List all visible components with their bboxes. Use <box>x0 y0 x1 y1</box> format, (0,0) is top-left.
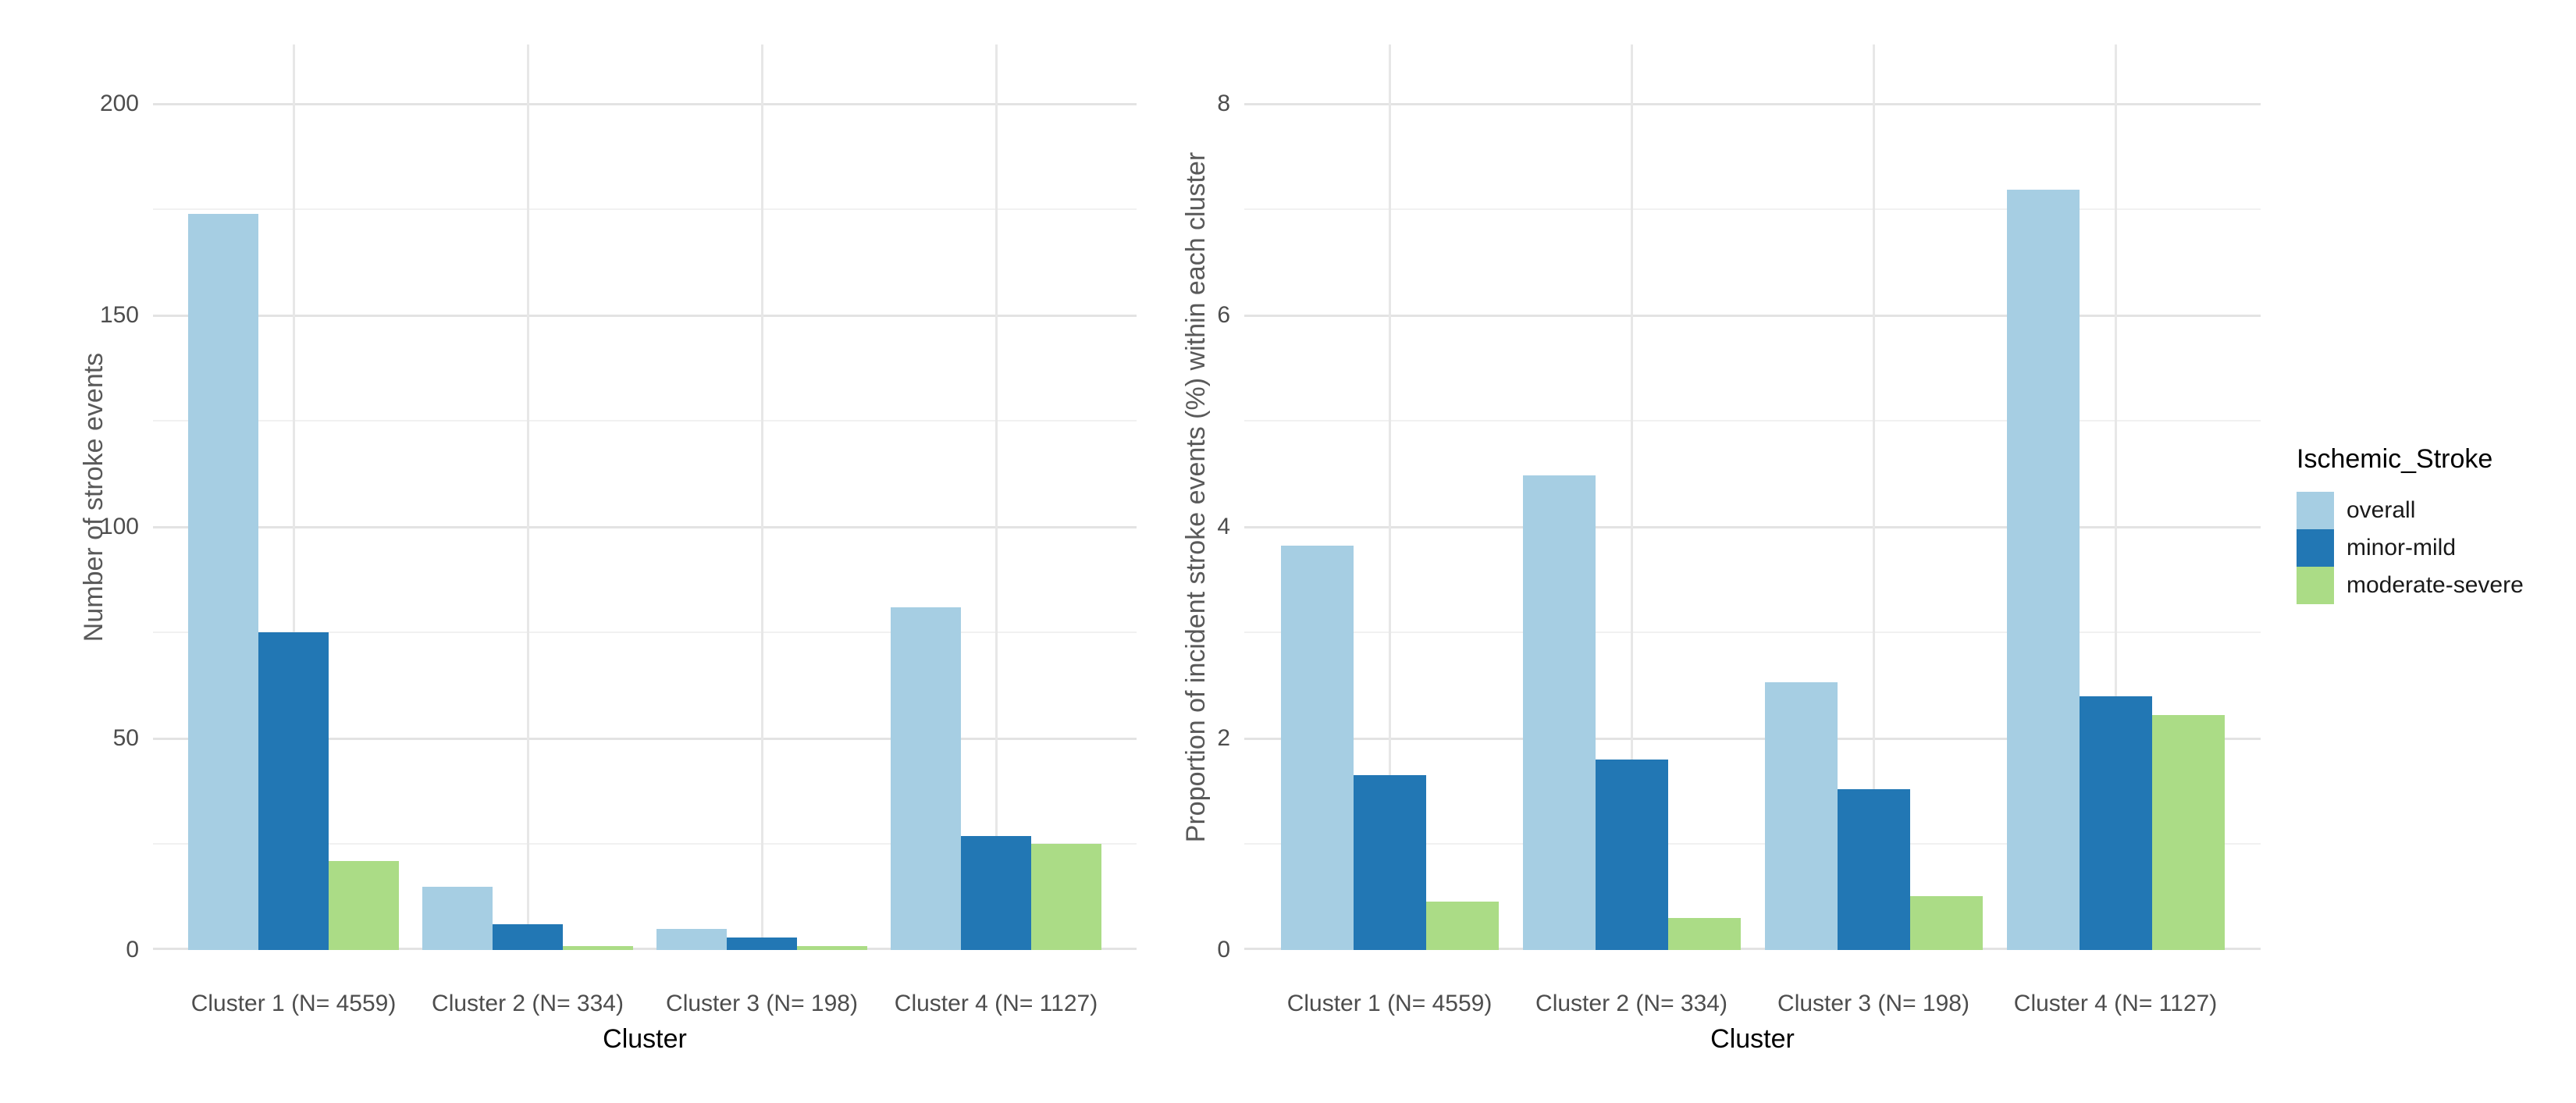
bar-overall <box>2006 189 2080 950</box>
y-tick-label: 6 <box>1217 301 1230 328</box>
minor-gridline <box>153 208 1137 211</box>
y-tick-label: 8 <box>1217 90 1230 116</box>
vertical-gridline <box>1630 44 1633 950</box>
legend-title: Ischemic_Stroke <box>2297 444 2493 474</box>
major-gridline <box>153 948 1137 950</box>
vertical-gridline <box>526 44 529 950</box>
major-gridline <box>1244 314 2261 317</box>
minor-gridline <box>1244 843 2261 845</box>
legend-label: moderate-severe <box>2347 572 2524 598</box>
major-gridline <box>153 525 1137 528</box>
vertical-gridline <box>994 44 998 950</box>
y-tick-label: 0 <box>126 937 139 962</box>
x-tick-label: Cluster 2 (N= 334) <box>432 991 624 1016</box>
minor-gridline <box>153 632 1137 634</box>
minor-gridline <box>1244 632 2261 634</box>
y-tick-label: 200 <box>99 90 139 116</box>
x-tick-label: Cluster 1 (N= 4559) <box>190 991 397 1016</box>
bar-overall <box>188 213 258 950</box>
right-chart-panel <box>1244 44 2261 950</box>
bar-overall <box>422 886 493 950</box>
legend-item: minor-mild <box>2297 529 2576 567</box>
vertical-gridline <box>1388 44 1391 950</box>
major-gridline <box>1244 948 2261 950</box>
bar-moderate-severe <box>797 945 867 950</box>
x-tick-label: Cluster 4 (N= 1127) <box>894 991 1098 1016</box>
bar-moderate-severe <box>329 861 399 950</box>
minor-gridline <box>153 420 1137 422</box>
bar-overall <box>891 607 961 950</box>
y-tick-label: 2 <box>1217 724 1230 751</box>
bar-minor-mild <box>2079 696 2152 950</box>
legend-label: overall <box>2347 497 2416 523</box>
bar-moderate-severe <box>1031 844 1101 950</box>
x-tick-label: Cluster 3 (N= 198) <box>666 991 858 1016</box>
major-gridline <box>1244 525 2261 528</box>
major-gridline <box>153 102 1137 105</box>
legend: Ischemic_Stroke overall minor-mild moderat… <box>2297 443 2576 604</box>
bar-moderate-severe <box>563 945 633 950</box>
vertical-gridline <box>292 44 295 950</box>
major-gridline <box>153 314 1137 317</box>
minor-gridline <box>1244 208 2261 211</box>
legend-item: overall <box>2297 492 2576 529</box>
legend-items: overall minor-mild moderate-severe <box>2297 492 2576 604</box>
bar-minor-mild <box>961 835 1031 950</box>
bar-minor-mild <box>1837 789 1910 950</box>
left-chart-panel <box>153 44 1137 950</box>
x-tick-label: Cluster 4 (N= 1127) <box>2013 991 2218 1016</box>
x-tick-label: Cluster 3 (N= 198) <box>1777 991 1969 1016</box>
minor-gridline <box>153 843 1137 845</box>
bar-overall <box>1280 546 1354 950</box>
vertical-gridline <box>1872 44 1875 950</box>
bar-minor-mild <box>493 924 563 950</box>
bar-moderate-severe <box>1425 901 1499 950</box>
vertical-gridline <box>760 44 763 950</box>
legend-key-moderate-severe <box>2297 567 2334 604</box>
right-x-axis-title: Cluster <box>1710 1024 1795 1054</box>
y-tick-label: 100 <box>99 513 139 539</box>
legend-key-minor-mild <box>2297 529 2334 567</box>
minor-gridline <box>1244 420 2261 422</box>
bar-moderate-severe <box>1909 895 1983 950</box>
legend-label: minor-mild <box>2347 535 2457 560</box>
y-tick-label: 4 <box>1217 513 1230 539</box>
bar-moderate-severe <box>1667 918 1741 950</box>
bar-minor-mild <box>1595 760 1668 950</box>
bar-overall <box>656 928 727 950</box>
right-y-axis-title: Proportion of incident stroke events (%)… <box>1181 151 1211 843</box>
major-gridline <box>1244 102 2261 105</box>
x-tick-label: Cluster 2 (N= 334) <box>1535 991 1727 1016</box>
left-x-axis-title: Cluster <box>603 1024 687 1054</box>
bar-minor-mild <box>727 937 797 950</box>
bar-overall <box>1522 475 1596 950</box>
vertical-gridline <box>2114 44 2117 950</box>
y-tick-label: 50 <box>112 724 139 751</box>
y-tick-label: 150 <box>99 301 139 328</box>
legend-item: moderate-severe <box>2297 567 2576 604</box>
y-tick-label: 0 <box>1217 937 1230 962</box>
legend-key-overall <box>2297 492 2334 529</box>
bar-minor-mild <box>258 632 329 950</box>
bar-minor-mild <box>1353 775 1426 950</box>
bar-moderate-severe <box>2151 715 2225 950</box>
x-tick-label: Cluster 1 (N= 4559) <box>1286 991 1493 1016</box>
major-gridline <box>153 737 1137 740</box>
major-gridline <box>1244 737 2261 740</box>
bar-overall <box>1764 682 1838 950</box>
